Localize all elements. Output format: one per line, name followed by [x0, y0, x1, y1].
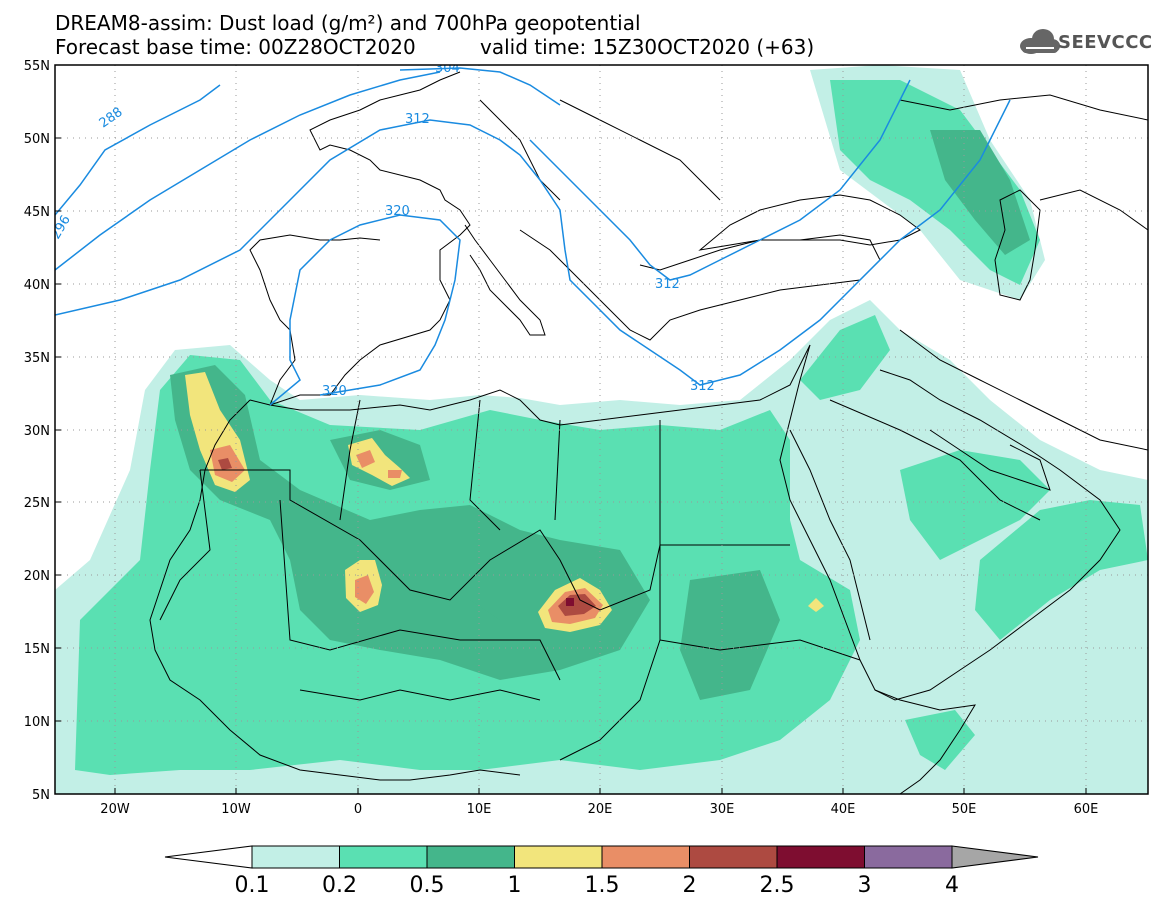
- base-time: Forecast base time: 00Z28OCT2020: [55, 35, 416, 59]
- map-subtitle: Forecast base time: 00Z28OCT2020 valid ti…: [55, 35, 814, 59]
- colorbar-segment: [251, 845, 340, 869]
- lat-label: 30N: [24, 424, 50, 439]
- lon-labels: 20W 10W 0 10E 20E 30E 40E 50E 60E: [100, 802, 1098, 817]
- colorbar-segment: [601, 845, 690, 869]
- colorbar-segment: [864, 845, 953, 869]
- contour-label: 304: [435, 61, 460, 76]
- lon-label: 0: [354, 802, 362, 817]
- colorbar-label: 1: [508, 873, 522, 898]
- lat-label: 15N: [24, 642, 50, 657]
- colorbar-label: 0.1: [235, 873, 270, 898]
- lon-label: 40E: [831, 802, 856, 817]
- contour-label: 320: [385, 204, 410, 219]
- lon-label: 60E: [1074, 802, 1099, 817]
- dust-band-2.5: [566, 598, 574, 606]
- colorbar-label: 4: [945, 873, 959, 898]
- lat-label: 55N: [24, 59, 50, 74]
- lat-label: 45N: [24, 205, 50, 220]
- lon-label: 20E: [588, 802, 613, 817]
- colorbar-label: 1.5: [585, 873, 620, 898]
- seevccc-logo: [1020, 29, 1060, 54]
- colorbar-label: 2: [683, 873, 697, 898]
- colorbar-under-triangle: [164, 845, 253, 869]
- colorbar-segment: [514, 845, 603, 869]
- lat-labels: 55N 50N 45N 40N 35N 30N 25N 20N 15N 10N …: [24, 59, 50, 803]
- colorbar-segment: [689, 845, 778, 869]
- lon-label: 10W: [221, 802, 251, 817]
- lon-label: 50E: [952, 802, 977, 817]
- geopotential-contours: [55, 67, 1011, 406]
- cloud-icon: [1020, 29, 1060, 54]
- lon-label: 30E: [710, 802, 735, 817]
- lat-label: 40N: [24, 278, 50, 293]
- colorbar-over-triangle: [951, 845, 1039, 869]
- lat-label: 10N: [24, 715, 50, 730]
- lat-label: 50N: [24, 132, 50, 147]
- lon-label: 10E: [467, 802, 492, 817]
- lat-label: 25N: [24, 496, 50, 511]
- colorbar: 0.1 0.2 0.5 1 1.5 2 2.5 3 4: [164, 845, 1039, 898]
- lon-label: 20W: [100, 802, 130, 817]
- colorbar-label: 3: [858, 873, 872, 898]
- map-title: DREAM8-assim: Dust load (g/m²) and 700hP…: [55, 11, 641, 35]
- contour-label: 312: [655, 277, 680, 292]
- colorbar-segment: [776, 845, 865, 869]
- contour-label: 320: [322, 384, 347, 399]
- lat-label: 35N: [24, 351, 50, 366]
- colorbar-label: 0.5: [410, 873, 445, 898]
- colorbar-segment: [426, 845, 515, 869]
- lat-label: 20N: [24, 569, 50, 584]
- map-area: 288 296 304 312 320 312 320 312: [55, 61, 1148, 794]
- contour-label: 312: [405, 112, 430, 127]
- contour-label: 312: [690, 379, 715, 394]
- lat-label: 5N: [32, 788, 50, 803]
- logo-text: SEEVCCC: [1058, 32, 1153, 53]
- colorbar-segment: [339, 845, 428, 869]
- ticks: [55, 64, 1087, 795]
- coastlines: [149, 71, 1148, 794]
- colorbar-label: 0.2: [322, 873, 357, 898]
- colorbar-label: 2.5: [760, 873, 795, 898]
- contour-labels: 288 296 304 312 320 312 320 312: [55, 61, 715, 399]
- valid-time: valid time: 15Z30OCT2020 (+63): [480, 35, 815, 59]
